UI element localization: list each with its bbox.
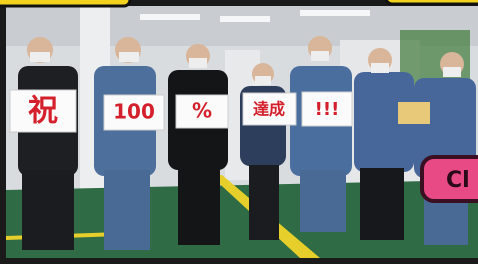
- light: [220, 16, 270, 22]
- top-box: [0, 0, 130, 6]
- sign-text: 100: [113, 100, 155, 124]
- top-box: [386, 0, 478, 4]
- badge-text: Cl: [446, 168, 470, 193]
- sign-text: 祝: [28, 94, 58, 129]
- photo: 祝 100 % 達成 !!! Cl: [0, 0, 478, 264]
- floor: [6, 180, 478, 258]
- light: [140, 14, 200, 20]
- sign-text: 達成: [253, 100, 285, 119]
- light: [300, 10, 370, 16]
- page: 祝 100 % 達成 !!! Cl (() => { const data = …: [0, 0, 478, 264]
- sign-text: %: [192, 99, 212, 123]
- sign-text: !!!: [315, 99, 340, 120]
